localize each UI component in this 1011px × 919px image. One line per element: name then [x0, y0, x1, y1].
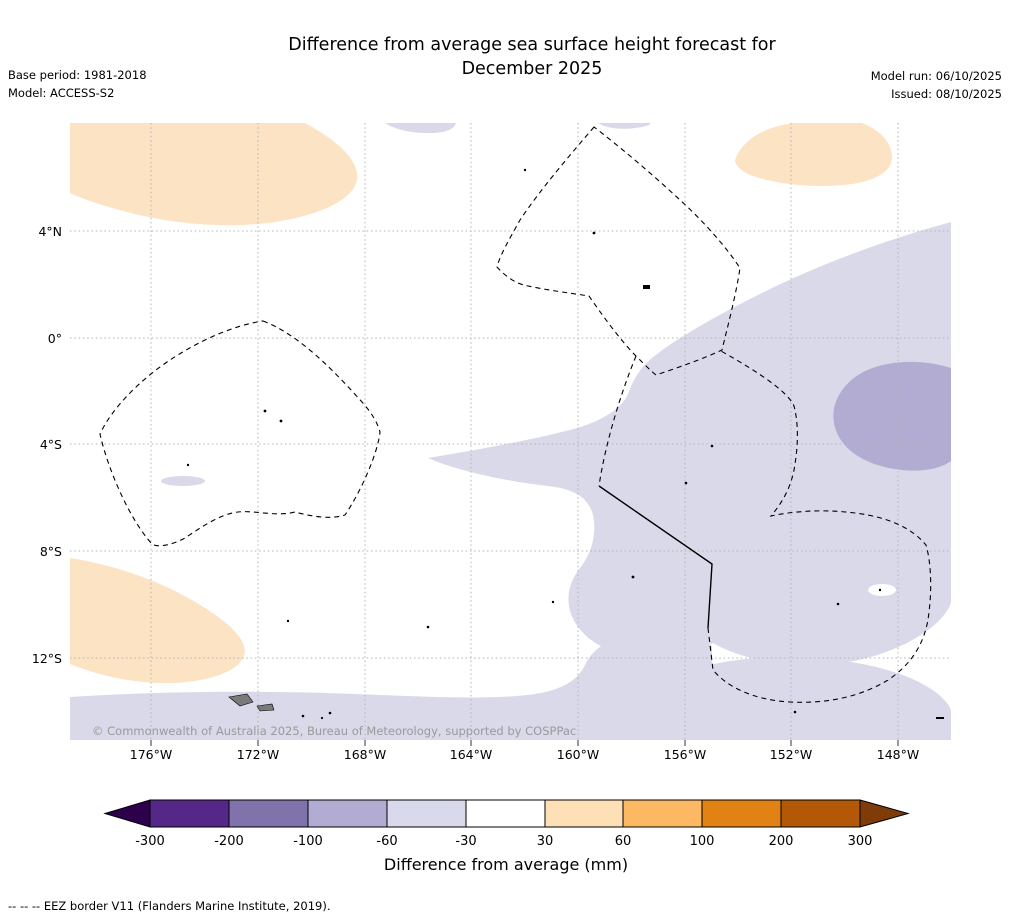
- lat-label-4n: 4°N: [38, 224, 62, 239]
- colorbar-caption: Difference from average (mm): [384, 855, 628, 874]
- copyright-text: © Commonwealth of Australia 2025, Bureau…: [92, 724, 576, 738]
- anomaly-region-lavender-small: [161, 476, 205, 486]
- anomaly-region-lavender-bottomright: [640, 657, 951, 740]
- eez-border-west-segment: [598, 355, 637, 487]
- lat-label-0: 0°: [48, 331, 62, 346]
- issued-label: Issued: 08/10/2025: [891, 87, 1002, 101]
- island-dot: [320, 716, 324, 720]
- colorbar-segment: [465, 799, 546, 828]
- island-dot: [551, 600, 555, 604]
- eez-border-cook-islands: [707, 350, 932, 703]
- colorbar-tick: -200: [214, 834, 244, 849]
- colorbar-segment: [622, 799, 703, 828]
- colorbar-tick: -100: [293, 834, 323, 849]
- island-dot: [836, 602, 840, 606]
- positive-anomaly-regions: [70, 123, 893, 740]
- lon-label-172w: 172°W: [237, 747, 279, 762]
- lon-label-164w: 164°W: [450, 747, 492, 762]
- colorbar-segment: [701, 799, 782, 828]
- eez-borders: [99, 126, 932, 703]
- lon-label-176w: 176°W: [130, 747, 172, 762]
- island-dot: [793, 710, 797, 714]
- colorbar-segment: [386, 799, 467, 828]
- eez-border-solid-segment: [598, 485, 713, 629]
- island-savaii: [228, 693, 254, 707]
- lon-label-156w: 156°W: [664, 747, 706, 762]
- island-dot: [684, 481, 688, 485]
- island-dot: [328, 711, 332, 715]
- anomaly-region-lavender-topedge2: [598, 123, 651, 129]
- island-dot: [878, 588, 882, 592]
- island-dot: [263, 409, 267, 413]
- anomaly-region-purple-mid: [833, 361, 951, 471]
- base-period-label: Base period: 1981-2018: [8, 68, 147, 82]
- colorbar-tick: -30: [455, 834, 476, 849]
- island-upolu: [256, 703, 275, 712]
- page-title-line1: Difference from average sea surface heig…: [288, 35, 776, 55]
- longitude-axis: 176°W 172°W 168°W 164°W 160°W 156°W 152°…: [130, 740, 919, 762]
- page-title-line2: December 2025: [462, 59, 603, 79]
- map-gridlines: [70, 123, 951, 740]
- model-run-label: Model run: 06/10/2025: [871, 69, 1002, 83]
- island-dot: [186, 463, 190, 467]
- colorbar-segment: [780, 799, 861, 828]
- anomaly-region-lavender-bottomband: [70, 634, 712, 740]
- latitude-axis: 4°N 0° 4°S 8°S 12°S: [32, 224, 62, 666]
- lon-label-168w: 168°W: [344, 747, 386, 762]
- colorbar-tick: 60: [615, 834, 632, 849]
- anomaly-region-peach-bottomleft: [70, 558, 245, 684]
- anomaly-region-peach-topleft: [70, 123, 358, 226]
- island-dot: [643, 285, 650, 289]
- islands: [186, 168, 944, 720]
- colorbar: -300 -200 -100 -60 -30 30 60 100 200 300…: [103, 799, 910, 874]
- lon-label-148w: 148°W: [877, 747, 919, 762]
- colorbar-segment: [228, 799, 309, 828]
- colorbar-segment: [149, 799, 230, 828]
- colorbar-tick: 30: [537, 834, 554, 849]
- colorbar-tick: -60: [376, 834, 397, 849]
- island-dot: [301, 714, 305, 718]
- map-canvas: © Commonwealth of Australia 2025, Bureau…: [70, 123, 951, 740]
- colorbar-tick: 300: [848, 834, 873, 849]
- anomaly-region-lavender-topedge: [385, 123, 456, 134]
- lat-label-8s: 8°S: [40, 544, 62, 559]
- colorbar-tick: -300: [135, 834, 165, 849]
- eez-border-tokelau: [496, 126, 741, 376]
- colorbar-tick: 200: [769, 834, 794, 849]
- island-dot: [523, 168, 527, 172]
- anomaly-region-peach-topright: [735, 123, 893, 186]
- colorbar-arrow-right: [859, 799, 910, 828]
- island-dot: [279, 419, 283, 423]
- island-dot: [426, 625, 430, 629]
- island-dot: [710, 444, 714, 448]
- colorbar-segment: [544, 799, 624, 828]
- island-dot: [286, 619, 290, 623]
- lat-label-4s: 4°S: [40, 437, 62, 452]
- island-dot: [631, 575, 635, 579]
- colorbar-segment: [307, 799, 388, 828]
- island-dot: [936, 717, 944, 719]
- eez-border-samoa: [99, 320, 381, 547]
- model-label: Model: ACCESS-S2: [8, 86, 114, 100]
- colorbar-tick: 100: [690, 834, 715, 849]
- colorbar-arrow-left: [103, 799, 151, 828]
- lon-label-160w: 160°W: [557, 747, 599, 762]
- eez-footnote: -- -- -- EEZ border V11 (Flanders Marine…: [8, 899, 330, 913]
- island-dot: [592, 231, 596, 235]
- lat-label-12s: 12°S: [32, 651, 62, 666]
- white-patch: [868, 584, 896, 596]
- lon-label-152w: 152°W: [770, 747, 812, 762]
